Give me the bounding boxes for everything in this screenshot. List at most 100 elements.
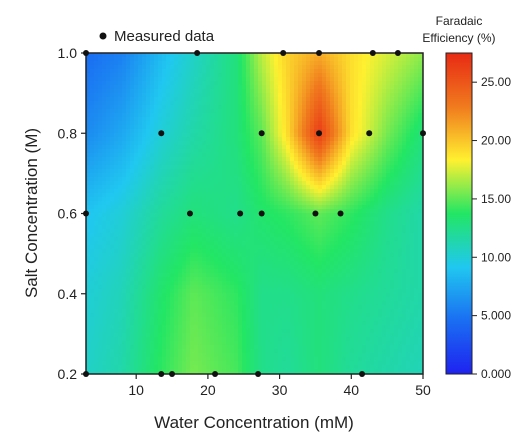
heatmap-cell xyxy=(94,249,99,254)
heatmap-cell xyxy=(90,121,95,126)
heatmap-cell xyxy=(142,81,147,86)
heatmap-cell xyxy=(222,205,227,210)
heatmap-cell xyxy=(170,293,175,298)
heatmap-cell xyxy=(318,305,323,310)
heatmap-cell xyxy=(274,313,279,318)
heatmap-cell xyxy=(94,57,99,62)
heatmap-cell xyxy=(122,53,127,58)
heatmap-cell xyxy=(162,185,167,190)
heatmap-cell xyxy=(254,61,259,66)
heatmap-cell xyxy=(146,301,151,306)
heatmap-cell xyxy=(302,137,307,142)
heatmap-cell xyxy=(146,305,151,310)
heatmap-cell xyxy=(250,137,255,142)
heatmap-cell xyxy=(102,169,107,174)
heatmap-cell xyxy=(142,333,147,338)
heatmap-cell xyxy=(218,69,223,74)
heatmap-cell xyxy=(98,105,103,110)
heatmap-cell xyxy=(158,261,163,266)
heatmap-cell xyxy=(286,149,291,154)
heatmap-cell xyxy=(294,205,299,210)
heatmap-cell xyxy=(298,173,303,178)
heatmap-cell xyxy=(166,337,171,342)
heatmap-cell xyxy=(106,333,111,338)
heatmap-cell xyxy=(198,189,203,194)
heatmap-cell xyxy=(110,305,115,310)
heatmap-cell xyxy=(238,305,243,310)
heatmap-cell xyxy=(242,237,247,242)
heatmap-cell xyxy=(202,221,207,226)
heatmap-cell xyxy=(122,145,127,150)
heatmap-cell xyxy=(222,257,227,262)
heatmap-cell xyxy=(206,217,211,222)
heatmap-cell xyxy=(118,285,123,290)
heatmap-cell xyxy=(134,369,139,374)
heatmap-cell xyxy=(162,301,167,306)
heatmap-cell xyxy=(326,93,331,98)
heatmap-cell xyxy=(102,281,107,286)
heatmap-cell xyxy=(306,241,311,246)
heatmap-cell xyxy=(242,101,247,106)
heatmap-cell xyxy=(238,241,243,246)
heatmap-cell xyxy=(154,65,159,70)
heatmap-cell xyxy=(218,85,223,90)
heatmap-cell xyxy=(110,101,115,106)
heatmap-cell xyxy=(302,141,307,146)
heatmap-cell xyxy=(298,213,303,218)
heatmap-cell xyxy=(326,273,331,278)
heatmap-cell xyxy=(286,277,291,282)
heatmap-cell xyxy=(134,353,139,358)
heatmap-cell xyxy=(150,253,155,258)
heatmap-cell xyxy=(126,129,131,134)
heatmap-cell xyxy=(146,233,151,238)
heatmap-cell xyxy=(266,273,271,278)
heatmap-cell xyxy=(110,121,115,126)
heatmap-cell xyxy=(166,129,171,134)
heatmap-cell xyxy=(90,345,95,350)
heatmap-cell xyxy=(198,105,203,110)
heatmap-cell xyxy=(154,353,159,358)
heatmap-cell xyxy=(298,105,303,110)
heatmap-cell xyxy=(242,157,247,162)
heatmap-cell xyxy=(298,65,303,70)
heatmap-cell xyxy=(266,153,271,158)
heatmap-cell xyxy=(230,201,235,206)
heatmap-cell xyxy=(314,89,319,94)
heatmap-cell xyxy=(122,129,127,134)
heatmap-cell xyxy=(286,73,291,78)
heatmap-cell xyxy=(322,281,327,286)
heatmap-cell xyxy=(246,161,251,166)
heatmap-cell xyxy=(138,61,143,66)
heatmap-cell xyxy=(206,73,211,78)
heatmap-cell xyxy=(234,309,239,314)
heatmap-cell xyxy=(222,105,227,110)
heatmap-cell xyxy=(134,345,139,350)
heatmap-cell xyxy=(170,353,175,358)
heatmap-cell xyxy=(150,145,155,150)
heatmap-cell xyxy=(238,353,243,358)
heatmap-cell xyxy=(158,69,163,74)
heatmap-cell xyxy=(230,229,235,234)
heatmap-cell xyxy=(242,109,247,114)
heatmap-cell xyxy=(274,369,279,374)
heatmap-cell xyxy=(306,205,311,210)
heatmap-cell xyxy=(250,353,255,358)
heatmap-cell xyxy=(230,281,235,286)
heatmap-cell xyxy=(154,205,159,210)
heatmap-cell xyxy=(162,109,167,114)
heatmap-cell xyxy=(130,273,135,278)
heatmap-cell xyxy=(290,57,295,62)
heatmap-cell xyxy=(174,341,179,346)
heatmap-cell xyxy=(234,133,239,138)
heatmap-cell xyxy=(218,73,223,78)
heatmap-cell xyxy=(114,137,119,142)
heatmap-cell xyxy=(122,229,127,234)
heatmap-cell xyxy=(198,345,203,350)
heatmap-cell xyxy=(178,361,183,366)
heatmap-cell xyxy=(286,53,291,58)
heatmap-cell xyxy=(270,193,275,198)
heatmap-cell xyxy=(122,257,127,262)
heatmap-cell xyxy=(94,309,99,314)
heatmap-cell xyxy=(134,201,139,206)
heatmap-cell xyxy=(182,225,187,230)
